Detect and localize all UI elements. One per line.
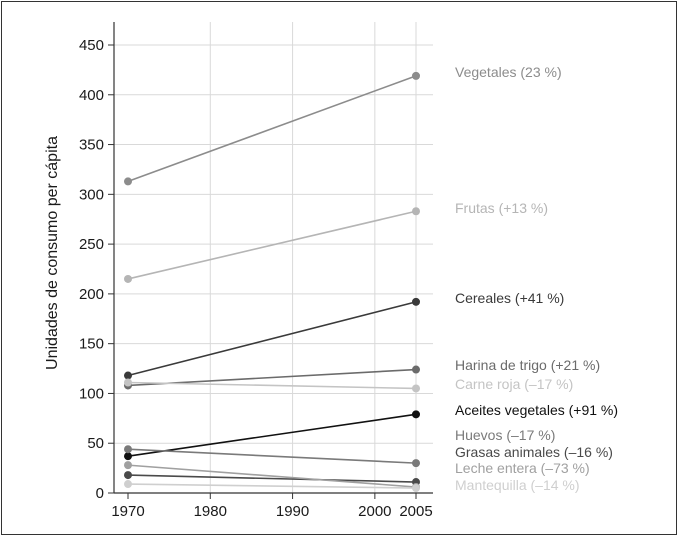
y-axis-label: Unidades de consumo per cápita (44, 136, 61, 370)
y-tick-label: 150 (79, 336, 104, 353)
y-tick-label: 450 (79, 37, 104, 54)
data-point (412, 459, 420, 468)
data-point (124, 378, 132, 387)
series-label: Cereales (+41 %) (455, 290, 564, 306)
series-line (127, 301, 417, 377)
x-tick-label: 2005 (399, 503, 432, 520)
series-label: Carne roja (–17 %) (455, 376, 573, 392)
series-label: Huevos (–17 %) (455, 427, 555, 443)
data-point (124, 274, 132, 283)
data-point (412, 365, 420, 374)
series-line (127, 474, 417, 483)
data-point (124, 480, 132, 489)
data-point (124, 177, 132, 186)
data-point (124, 445, 132, 454)
data-point (412, 71, 420, 80)
y-tick-label: 400 (79, 87, 104, 104)
series-label: Vegetales (23 %) (455, 64, 562, 80)
data-point (412, 384, 420, 393)
series-line (127, 448, 417, 464)
series-label: Frutas (+13 %) (455, 200, 548, 216)
series-line (127, 75, 417, 183)
y-tick-label: 350 (79, 137, 104, 154)
series-labels: Vegetales (23 %) Frutas (+13 %) Cereales (… (455, 64, 618, 493)
series-label: Leche entera (–73 %) (455, 460, 590, 476)
y-tick-label: 0 (96, 485, 104, 502)
grid (114, 22, 433, 493)
y-tick-label: 100 (79, 385, 104, 402)
series-line (127, 381, 417, 390)
x-tick-label: 1990 (276, 503, 309, 520)
y-tick-label: 250 (79, 236, 104, 253)
series-label: Grasas animales (–16 %) (455, 444, 613, 460)
series-line (127, 413, 417, 457)
series-line (127, 210, 417, 280)
series-group (124, 71, 420, 493)
series-line (127, 464, 417, 488)
data-point (412, 484, 420, 493)
y-tick-label: 200 (79, 286, 104, 303)
x-tick-label: 2000 (358, 503, 391, 520)
series-line (127, 483, 417, 489)
data-point (412, 207, 420, 216)
data-point (412, 297, 420, 306)
y-tick-labels: 0 50 100 150 200 250 300 350 400 450 (79, 37, 104, 502)
data-point (124, 461, 132, 470)
y-tick-label: 50 (87, 435, 104, 452)
x-tick-label: 1980 (194, 503, 227, 520)
axes (108, 22, 433, 499)
series-label: Aceites vegetales (+91 %) (455, 402, 618, 418)
data-point (124, 371, 132, 380)
series-label: Harina de trigo (+21 %) (455, 357, 600, 373)
y-tick-label: 300 (79, 186, 104, 203)
x-tick-labels: 1970 1980 1990 2000 2005 (111, 503, 432, 520)
data-point (412, 410, 420, 419)
data-point (124, 452, 132, 461)
data-point (124, 471, 132, 480)
series-label: Mantequilla (–14 %) (455, 477, 580, 493)
x-tick-label: 1970 (111, 503, 144, 520)
